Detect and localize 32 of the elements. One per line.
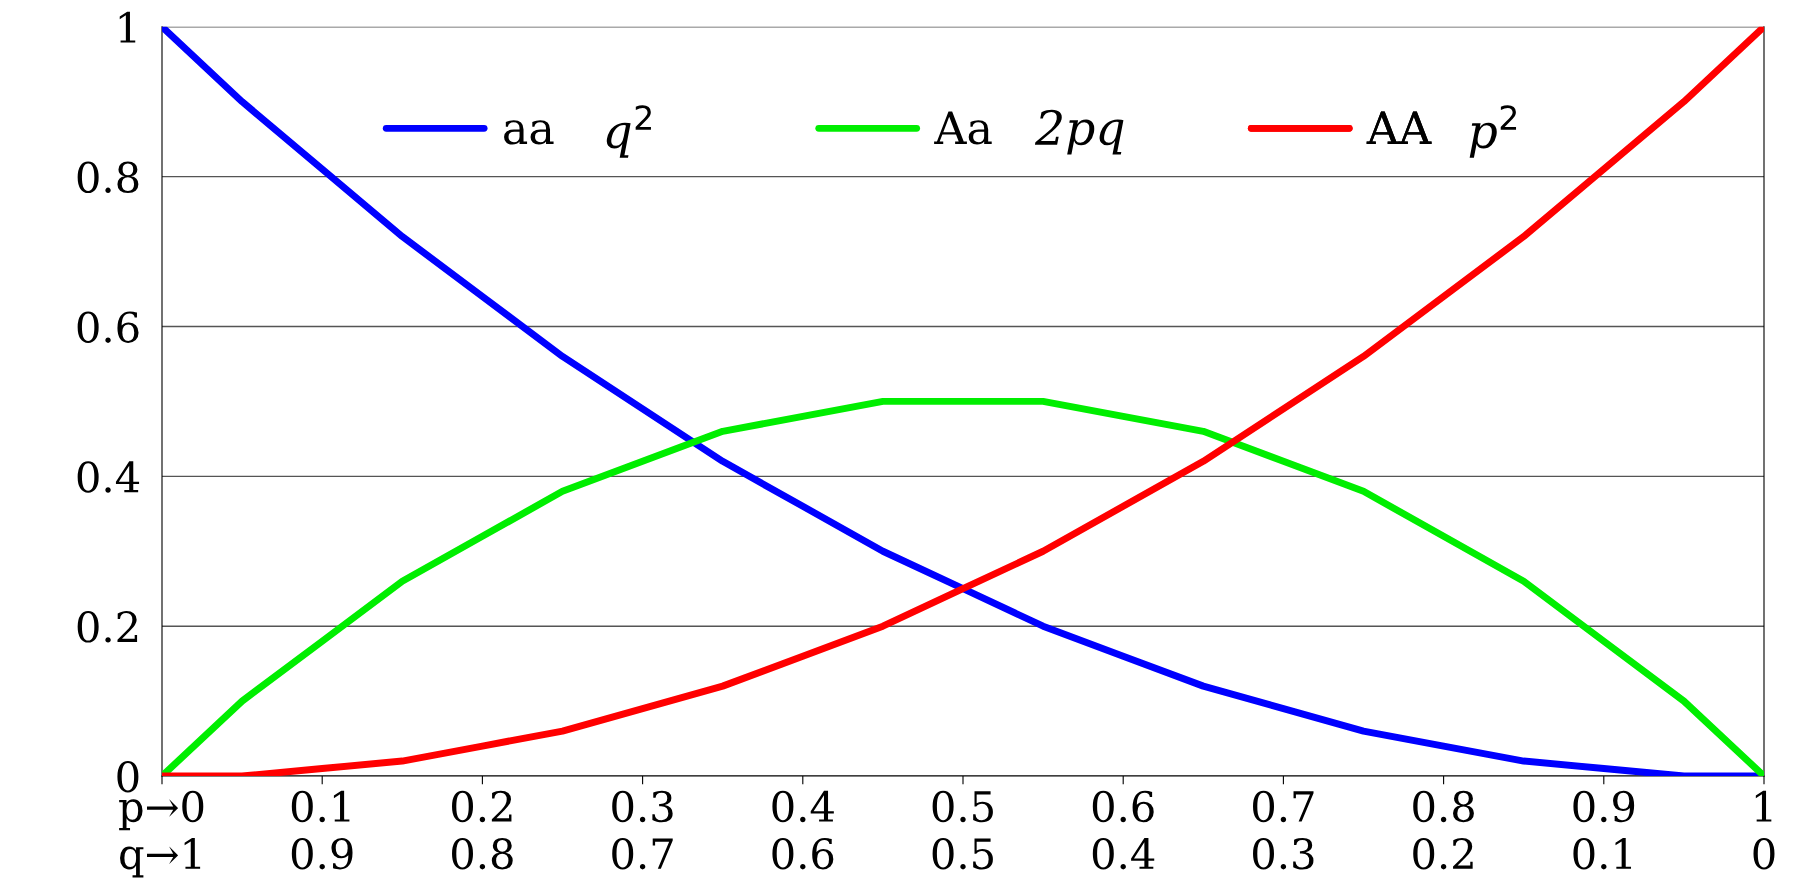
x2-tick-label: 0.8 [452, 837, 513, 870]
legend-label: Aa [934, 111, 992, 145]
x2-tick-label: 0.3 [1253, 837, 1314, 870]
y-tick-label: 1 [119, 11, 136, 43]
y-tick-label: 0.4 [77, 461, 140, 493]
x2-tick-label: 0.6 [772, 837, 834, 870]
legend-label: AA [1366, 111, 1432, 144]
x2-tick-label: 0.1 [1573, 837, 1632, 870]
x2-tick-label: 0.4 [1092, 837, 1155, 870]
x-tick-label: 0.5 [932, 790, 993, 823]
x-tick-label: 0.9 [1573, 790, 1635, 823]
x2-tick-label: 0.5 [932, 837, 993, 870]
x-tick-label: 1 [1755, 790, 1772, 822]
x2-tick-label: 0.9 [291, 837, 353, 870]
x2-tick-label: 0 [1753, 837, 1775, 870]
x2-tick-label: 0.7 [612, 837, 673, 870]
x-tick-label: 0.4 [772, 790, 834, 823]
x-tick-label: 0.1 [291, 790, 350, 823]
x-tick-label: 0.3 [612, 790, 673, 823]
y-tick-label: 0.6 [77, 311, 139, 343]
annotation: p$^{2}$ [1469, 105, 1517, 158]
x-tick-label: 0.7 [1253, 790, 1314, 823]
x-tick-label: 0.6 [1092, 790, 1154, 823]
legend-label: aa [504, 120, 554, 145]
y-tick-label: 0.8 [77, 161, 139, 194]
x2-tick-label: q→1 [120, 837, 201, 878]
x-tick-label: 0.8 [1413, 790, 1474, 823]
x-tick-label: 0.2 [452, 790, 512, 823]
x2-tick-label: 0.2 [1413, 837, 1473, 870]
annotation: 2pq [1034, 109, 1124, 155]
y-tick-label: 0.2 [77, 611, 138, 643]
annotation: q$^{2}$ [606, 105, 651, 158]
